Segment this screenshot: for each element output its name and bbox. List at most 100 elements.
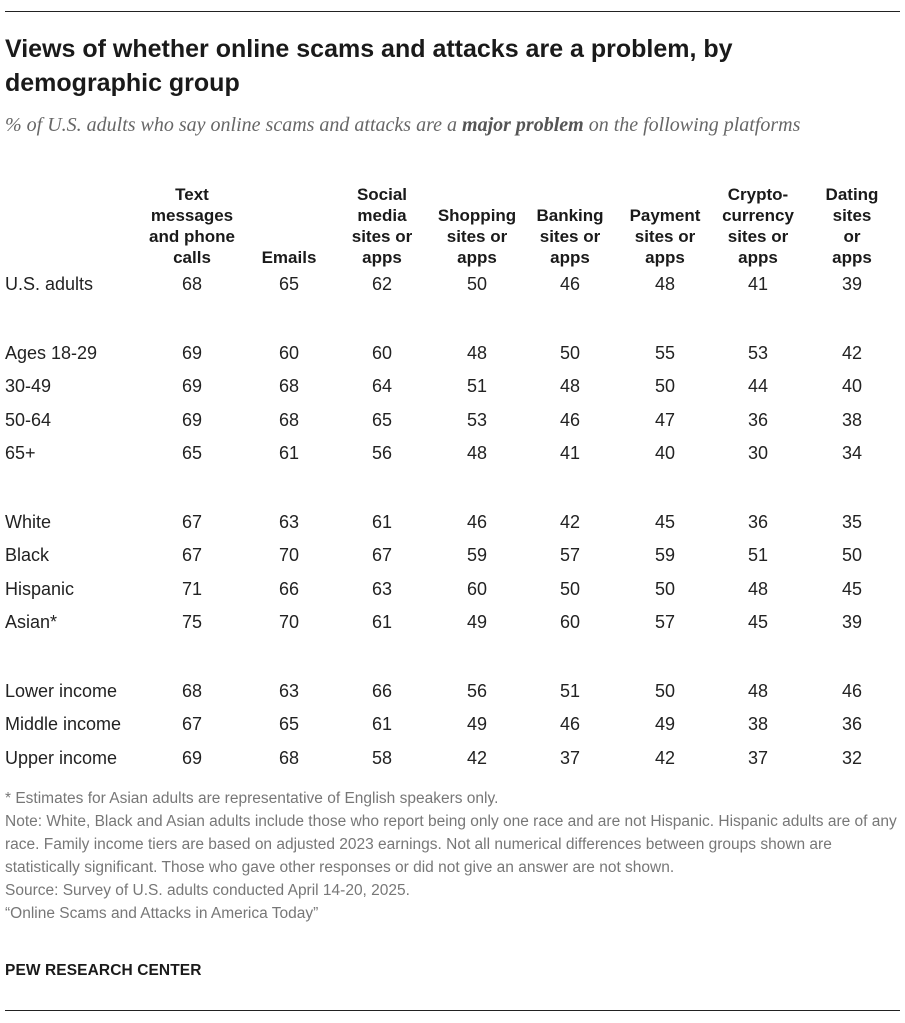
table-cell: 38 xyxy=(841,409,863,430)
column-header: Dating sites or apps xyxy=(825,185,879,267)
table-cell: 66 xyxy=(278,578,300,599)
table-cell: 63 xyxy=(278,680,300,701)
table-cell: 48 xyxy=(559,376,581,396)
table-cell: 50 xyxy=(654,376,676,396)
row-label: Upper income xyxy=(5,747,118,768)
table-cell: 51 xyxy=(466,376,488,396)
table-cell: 53 xyxy=(747,342,769,363)
chart-subtitle: % of U.S. adults who say online scams an… xyxy=(5,111,885,139)
table-cell: 70 xyxy=(278,545,300,565)
table-cell: 40 xyxy=(654,443,676,463)
table-cell: 64 xyxy=(371,376,393,396)
column-header: Crypto- currency sites or apps xyxy=(722,185,794,267)
table-cell: 49 xyxy=(466,714,488,734)
table-cell: 61 xyxy=(371,511,393,532)
table-cell: 50 xyxy=(559,342,581,363)
table-cell: 60 xyxy=(278,342,300,363)
table-cell: 47 xyxy=(654,409,676,430)
table-cell: 68 xyxy=(278,409,300,430)
table-cell: 44 xyxy=(747,376,769,396)
table-cell: 50 xyxy=(841,545,863,565)
table-cell: 55 xyxy=(654,342,676,363)
table-cell: 60 xyxy=(371,342,393,363)
table-cell: 42 xyxy=(654,747,676,768)
row-label: Black xyxy=(5,545,50,565)
column-header: Text messages and phone calls xyxy=(149,185,235,267)
table-cell: 61 xyxy=(371,714,393,734)
table-cell: 67 xyxy=(181,511,203,532)
table-cell: 69 xyxy=(181,376,203,396)
table-cell: 69 xyxy=(181,409,203,430)
row-label: Middle income xyxy=(5,714,122,734)
table-cell: 60 xyxy=(559,612,581,632)
row-label: 65+ xyxy=(5,443,36,463)
table-cell: 45 xyxy=(654,511,676,532)
table-cell: 39 xyxy=(841,612,863,632)
column-header: Social media sites or apps xyxy=(351,185,413,267)
column-header: Payment sites or apps xyxy=(629,206,701,267)
table-cell: 32 xyxy=(841,747,863,768)
table-cell: 69 xyxy=(181,747,203,768)
table-cell: 59 xyxy=(466,545,488,565)
table-cell: 61 xyxy=(371,612,393,632)
table-cell: 69 xyxy=(181,342,203,363)
table-cell: 63 xyxy=(371,578,393,599)
table-cell: 48 xyxy=(747,578,769,599)
table-cell: 58 xyxy=(371,747,393,768)
table-cell: 30 xyxy=(747,443,769,463)
chart-title: Views of whether online scams and attack… xyxy=(5,35,733,97)
table-cell: 45 xyxy=(841,578,863,599)
table-cell: 41 xyxy=(559,443,581,463)
table-cell: 68 xyxy=(278,376,300,396)
row-label: 50-64 xyxy=(5,409,52,430)
table-cell: 37 xyxy=(747,747,769,768)
table-cell: 67 xyxy=(181,545,203,565)
table-cell: 48 xyxy=(747,680,769,701)
table-cell: 67 xyxy=(371,545,393,565)
table-cell: 57 xyxy=(654,612,676,632)
row-label: Ages 18-29 xyxy=(5,342,98,363)
table-cell: 53 xyxy=(466,409,488,430)
table-cell: 46 xyxy=(559,714,581,734)
table-cell: 50 xyxy=(654,680,676,701)
table-cell: 46 xyxy=(559,409,581,430)
table-cell: 70 xyxy=(278,612,300,632)
bottom-rule xyxy=(5,1010,900,1011)
table-cell: 56 xyxy=(466,680,488,701)
row-label: Lower income xyxy=(5,680,118,701)
table-cell: 40 xyxy=(841,376,863,396)
row-label: White xyxy=(5,511,52,532)
table-cell: 42 xyxy=(466,747,488,768)
data-table: Text messages and phone calls Emails Socia… xyxy=(0,176,905,776)
table-cell: 75 xyxy=(181,612,203,632)
table-cell: 35 xyxy=(841,511,863,532)
source-note: Source: Survey of U.S. adults conducted … xyxy=(5,882,410,899)
table-cell: 50 xyxy=(559,578,581,599)
table-cell: 62 xyxy=(371,274,393,294)
asterisk-note: * Estimates for Asian adults are represe… xyxy=(5,790,499,807)
table-cell: 41 xyxy=(747,274,769,294)
report-title: “Online Scams and Attacks in America Tod… xyxy=(5,905,319,922)
top-rule xyxy=(5,11,900,12)
table-cell: 60 xyxy=(466,578,488,599)
table-cell: 36 xyxy=(747,409,769,430)
table-cell: 65 xyxy=(371,409,393,430)
table-cell: 50 xyxy=(466,274,488,294)
table-cell: 51 xyxy=(747,545,769,565)
table-cell: 61 xyxy=(278,443,300,463)
table-cell: 46 xyxy=(559,274,581,294)
column-header: Banking sites or apps xyxy=(536,206,604,267)
row-label: U.S. adults xyxy=(5,274,94,294)
table-cell: 65 xyxy=(278,714,300,734)
table-cell: 42 xyxy=(559,511,581,532)
table-cell: 34 xyxy=(841,443,863,463)
table-cell: 39 xyxy=(841,274,863,294)
table-cell: 65 xyxy=(181,443,203,463)
subtitle-text-after: on the following platforms xyxy=(588,114,801,136)
table-cell: 48 xyxy=(654,274,676,294)
brand-logo-text: PEW RESEARCH CENTER xyxy=(5,962,202,979)
row-label: Hispanic xyxy=(5,578,75,599)
table-cell: 68 xyxy=(181,680,203,701)
table-cell: 38 xyxy=(747,714,769,734)
table-cell: 57 xyxy=(559,545,581,565)
